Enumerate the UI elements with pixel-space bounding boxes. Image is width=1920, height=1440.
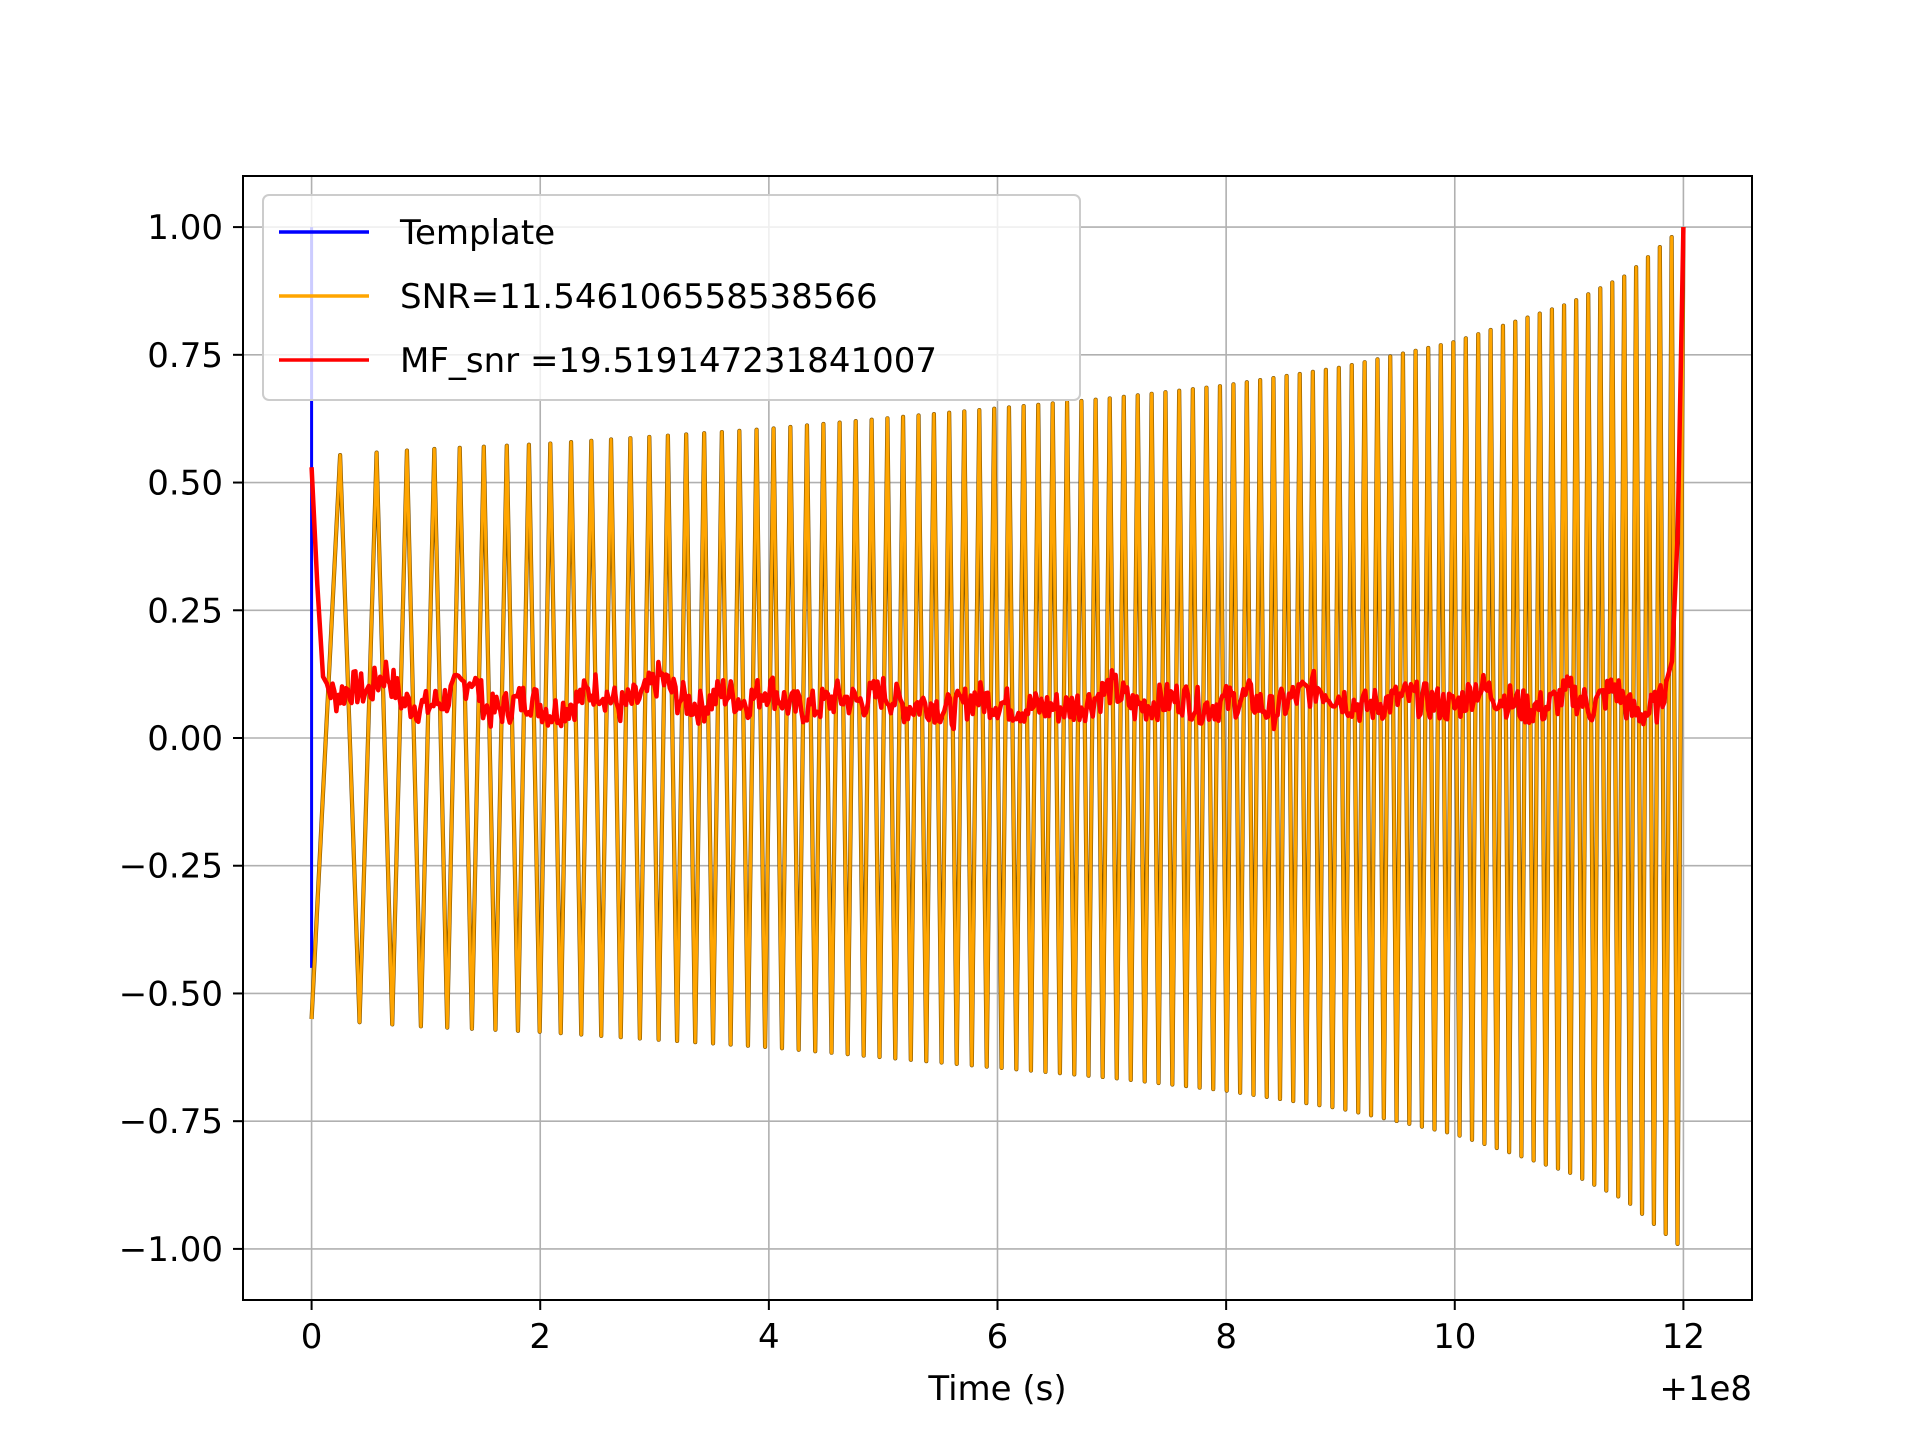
x-tick-label: 2 [529, 1317, 551, 1357]
y-tick-label: 0.25 [147, 591, 223, 631]
y-tick-label: 0.75 [147, 336, 223, 376]
legend: Template SNR=11.546106558538566 MF_snr =19… [262, 194, 1081, 401]
y-tick-label: 0.50 [147, 464, 223, 504]
series-mf-snr-line [309, 227, 1686, 732]
x-tick-label: 8 [1215, 1317, 1237, 1357]
y-tick-label: −0.75 [119, 1102, 223, 1142]
y-tick-label: −1.00 [119, 1230, 223, 1270]
y-tick-label: −0.50 [119, 974, 223, 1014]
y-tick-label: 1.00 [147, 208, 223, 248]
legend-label: SNR=11.546106558538566 [400, 277, 878, 317]
x-tick-label: 4 [758, 1317, 780, 1357]
legend-label: MF_snr =19.519147231841007 [400, 341, 937, 381]
series-snr-line [310, 227, 1685, 1246]
x-tick-label: 6 [987, 1317, 1009, 1357]
x-tick-label: 12 [1662, 1317, 1705, 1357]
x-axis-offset-label: +1e8 [1659, 1369, 1752, 1409]
x-tick-label: 0 [301, 1317, 323, 1357]
axis-ticks: 0 2 4 6 8 10 12 1.00 0.75 0.50 0.25 0.00 −0.25 −0.50 −… [119, 208, 1705, 1357]
x-axis-label: Time (s) [927, 1369, 1066, 1409]
y-tick-label: 0.00 [147, 719, 223, 759]
y-tick-label: −0.25 [119, 847, 223, 887]
x-tick-label: 10 [1433, 1317, 1476, 1357]
legend-label: Template [399, 213, 555, 253]
legend-box [262, 194, 1081, 401]
